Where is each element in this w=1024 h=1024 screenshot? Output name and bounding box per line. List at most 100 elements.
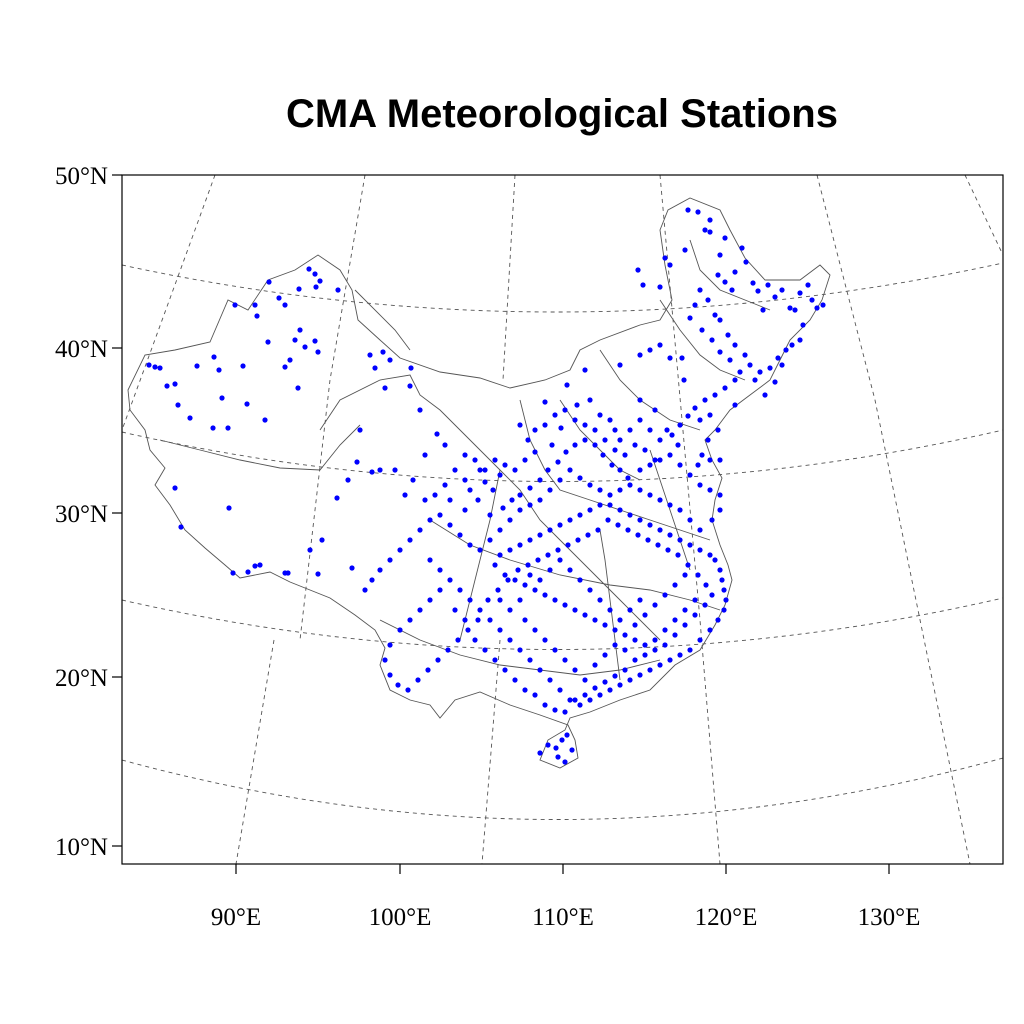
- station-point: [592, 427, 598, 433]
- station-point: [287, 357, 293, 363]
- station-point: [582, 692, 588, 698]
- station-point: [410, 477, 416, 483]
- station-point: [535, 557, 541, 563]
- station-point: [455, 637, 461, 643]
- station-point: [462, 617, 468, 623]
- station-point: [622, 632, 628, 638]
- station-point: [697, 527, 703, 533]
- station-point: [717, 507, 723, 513]
- station-point: [369, 577, 375, 583]
- station-point: [717, 457, 723, 463]
- station-point: [657, 527, 663, 533]
- station-point: [527, 572, 533, 578]
- station-point: [717, 492, 723, 498]
- station-point: [664, 427, 670, 433]
- station-point: [487, 537, 493, 543]
- station-point: [642, 652, 648, 658]
- station-point: [607, 492, 613, 498]
- station-point: [722, 279, 728, 285]
- station-point: [397, 547, 403, 553]
- station-point: [525, 562, 531, 568]
- station-point: [408, 365, 414, 371]
- station-point: [597, 412, 603, 418]
- station-point: [577, 475, 583, 481]
- station-point: [597, 692, 603, 698]
- station-point: [722, 385, 728, 391]
- station-point: [532, 692, 538, 698]
- station-point: [809, 297, 815, 303]
- station-point: [775, 355, 781, 361]
- station-point: [587, 507, 593, 513]
- station-point: [739, 245, 745, 251]
- station-point: [240, 363, 246, 369]
- station-point: [667, 532, 673, 538]
- station-point: [380, 349, 386, 355]
- station-point: [612, 673, 618, 679]
- station-point: [707, 229, 713, 235]
- station-point: [719, 577, 725, 583]
- station-point: [230, 570, 236, 576]
- station-point: [567, 467, 573, 473]
- station-point: [729, 287, 735, 293]
- station-point: [615, 522, 621, 528]
- station-point: [507, 547, 513, 553]
- station-point: [502, 572, 508, 578]
- station-point: [632, 637, 638, 643]
- station-point: [276, 295, 282, 301]
- station-point: [712, 557, 718, 563]
- station-point: [492, 457, 498, 463]
- station-point: [655, 542, 661, 548]
- station-point: [382, 657, 388, 663]
- station-point: [707, 412, 713, 418]
- station-point: [537, 577, 543, 583]
- station-point: [485, 597, 491, 603]
- station-point: [692, 612, 698, 618]
- station-point: [682, 247, 688, 253]
- station-point: [447, 522, 453, 528]
- station-point: [675, 442, 681, 448]
- station-point: [783, 347, 789, 353]
- station-point: [617, 467, 623, 473]
- station-point: [545, 467, 551, 473]
- station-point: [592, 617, 598, 623]
- station-point: [587, 587, 593, 593]
- station-point: [552, 647, 558, 653]
- station-point: [587, 697, 593, 703]
- station-point: [692, 405, 698, 411]
- station-point: [432, 492, 438, 498]
- station-point: [482, 467, 488, 473]
- station-point: [572, 667, 578, 673]
- station-point: [685, 207, 691, 213]
- station-point: [695, 572, 701, 578]
- station-point: [532, 627, 538, 633]
- station-point: [467, 542, 473, 548]
- station-point: [395, 682, 401, 688]
- station-point: [532, 427, 538, 433]
- station-point: [552, 707, 558, 713]
- station-point: [582, 612, 588, 618]
- station-point: [717, 252, 723, 258]
- station-point: [477, 547, 483, 553]
- station-point: [172, 381, 178, 387]
- station-point: [307, 547, 313, 553]
- country-boundary: [127, 197, 831, 769]
- station-point: [172, 485, 178, 491]
- station-point: [152, 364, 158, 370]
- station-point: [705, 437, 711, 443]
- station-point: [752, 377, 758, 383]
- station-point: [512, 677, 518, 683]
- station-point: [682, 607, 688, 613]
- station-point: [555, 459, 561, 465]
- station-point: [532, 587, 538, 593]
- station-point: [542, 637, 548, 643]
- station-point: [475, 497, 481, 503]
- station-point: [600, 452, 606, 458]
- station-point: [427, 517, 433, 523]
- station-point: [542, 399, 548, 405]
- station-point: [502, 462, 508, 468]
- station-point: [652, 637, 658, 643]
- station-point: [692, 302, 698, 308]
- station-point: [452, 607, 458, 613]
- station-point: [257, 562, 263, 568]
- station-point: [164, 383, 170, 389]
